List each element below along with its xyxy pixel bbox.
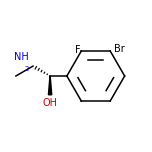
Text: Br: Br (114, 45, 125, 54)
Polygon shape (48, 76, 52, 95)
Text: F: F (75, 45, 81, 55)
Text: NH: NH (14, 52, 29, 62)
Text: OH: OH (43, 98, 58, 107)
Text: 2: 2 (25, 66, 29, 72)
